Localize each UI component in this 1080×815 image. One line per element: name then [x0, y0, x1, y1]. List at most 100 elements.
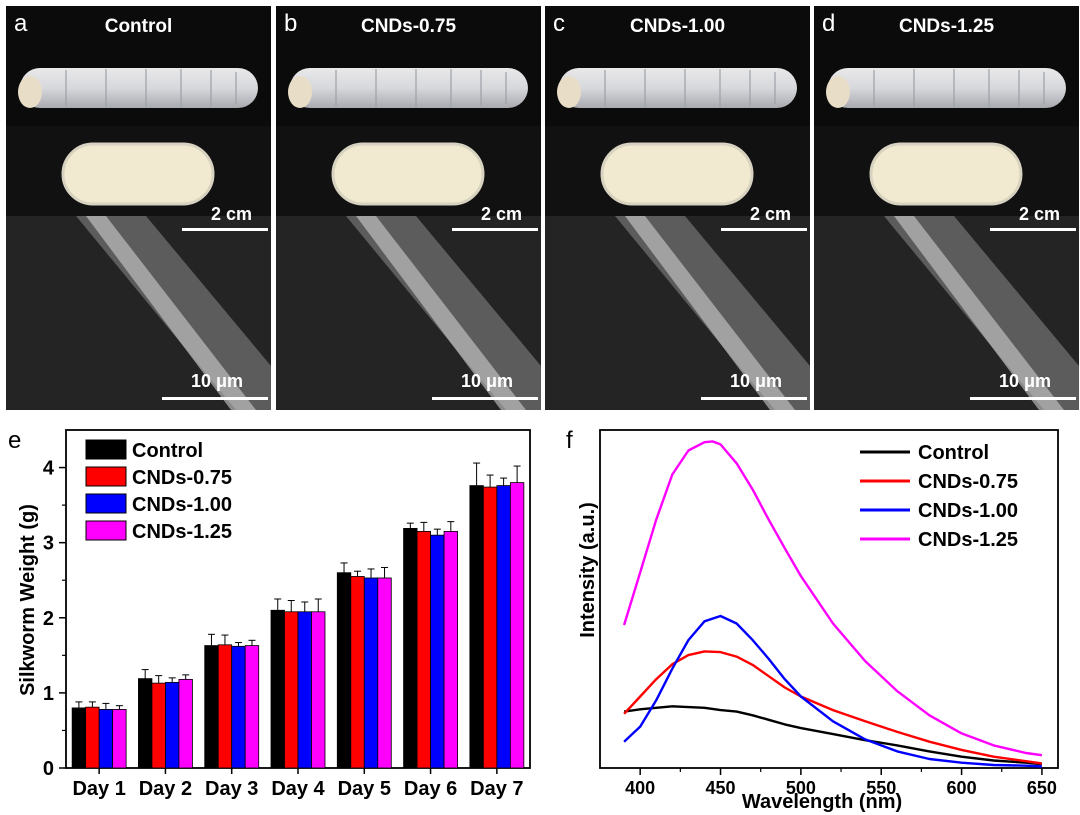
line-legend-label: CNDs-1.25 [918, 529, 1018, 551]
scale-bar-um [162, 397, 268, 400]
bar-legend-swatch [85, 493, 127, 514]
bar [112, 709, 127, 769]
bar [151, 682, 166, 769]
bar-ytick-label: 4 [43, 458, 55, 480]
panel-letter: c [553, 10, 565, 37]
bar [178, 678, 193, 769]
line-xtick-label: 450 [706, 778, 736, 798]
line-chart-xlabel: Wavelength (nm) [742, 791, 902, 813]
bar-legend-label: CNDs-0.75 [132, 467, 232, 489]
cocoon-photo [814, 126, 1079, 216]
cocoon-photo [6, 126, 271, 216]
spectrum-line [623, 705, 1043, 766]
bar [217, 644, 233, 769]
panel-title: Control [104, 16, 173, 37]
sem-fiber-image [545, 216, 810, 410]
bar-xtick-label: Day 1 [72, 778, 125, 800]
bar [85, 706, 100, 769]
panel-letter: b [284, 10, 298, 37]
bar-ytick-label: 1 [43, 683, 54, 705]
panel-title: CNDs-0.75 [360, 16, 457, 37]
panel-title: CNDs-1.25 [898, 16, 995, 37]
scale-bar-cm [721, 228, 807, 231]
scale-label-um: 10 μm [730, 371, 783, 391]
bar [443, 531, 458, 769]
bar-ytick-label: 2 [43, 608, 54, 630]
bar [71, 707, 87, 769]
bar [284, 611, 299, 769]
bar [482, 486, 498, 769]
bar-legend-swatch [85, 520, 127, 541]
line-legend-label: CNDs-0.75 [918, 471, 1018, 493]
bar-xtick-label: Day 3 [205, 778, 258, 800]
bar [416, 531, 431, 769]
bar-legend-label: Control [132, 440, 203, 462]
bar [363, 577, 379, 769]
scale-bar-um [432, 397, 538, 400]
bar [469, 485, 484, 769]
bar [377, 577, 392, 769]
line-legend-label: CNDs-1.00 [918, 500, 1018, 522]
line-xtick-label: 550 [866, 778, 896, 798]
bar [270, 609, 285, 769]
bar-legend-swatch [85, 439, 127, 460]
bar [204, 645, 219, 769]
scale-bar-cm [990, 228, 1076, 231]
panel-title: CNDs-1.00 [629, 16, 726, 37]
bar [403, 527, 418, 769]
bar [350, 576, 365, 769]
cocoon-photo [545, 126, 810, 216]
panel-a: a Control 2 cm 10 μm [6, 6, 271, 410]
line-xtick-label: 600 [947, 778, 977, 798]
bar-xtick-label: Day 6 [404, 778, 457, 800]
scale-label-cm: 2 cm [1019, 204, 1061, 224]
line-xtick-label: 400 [625, 778, 655, 798]
scale-label-um: 10 μm [461, 371, 514, 391]
bar [231, 645, 246, 769]
bar [496, 485, 511, 769]
bar [297, 611, 312, 769]
panel-f-letter: f [566, 427, 573, 454]
bar [165, 681, 180, 769]
panel-letter: d [822, 10, 836, 37]
scale-bar-cm [182, 228, 268, 231]
silkworm-photo [276, 6, 541, 126]
scale-label-cm: 2 cm [481, 204, 523, 224]
scale-bar-cm [452, 228, 538, 231]
line-xtick-label: 500 [786, 778, 816, 798]
bar [98, 709, 114, 769]
silkworm-photo [814, 6, 1079, 126]
panel-d: d CNDs-1.25 2 cm 10 μm [814, 6, 1079, 410]
silkworm-photo [545, 6, 810, 126]
spectrum-line [623, 614, 1042, 768]
bar-legend-swatch [85, 466, 127, 487]
bar [336, 572, 352, 769]
bar [311, 611, 326, 769]
line-legend-label: Control [918, 442, 989, 464]
panel-letter: a [14, 10, 28, 37]
bar-xtick-label: Day 5 [338, 778, 391, 800]
bar-legend-label: CNDs-1.00 [132, 494, 232, 516]
bar-xtick-label: Day 4 [271, 778, 325, 800]
bar-chart-ylabel: Silkworm Weight (g) [17, 504, 39, 696]
silkworm-photo [6, 6, 271, 126]
scale-label-um: 10 μm [999, 371, 1052, 391]
scale-label-cm: 2 cm [750, 204, 792, 224]
scale-bar-um [970, 397, 1076, 400]
bar [509, 482, 525, 769]
bar [244, 645, 260, 769]
line-xtick-label: 650 [1027, 778, 1057, 798]
bar-xtick-label: Day 2 [139, 778, 192, 800]
bar [138, 678, 153, 769]
bar-ytick-label: 0 [43, 758, 54, 780]
cocoon-photo [276, 126, 541, 216]
line-chart-ylabel: Intensity (a.u.) [577, 502, 599, 638]
line-chart-frame [599, 429, 1059, 769]
panel-e-letter: e [8, 427, 21, 454]
sem-fiber-image [814, 216, 1079, 410]
spectrum-line [622, 440, 1043, 757]
bar [430, 534, 445, 769]
scale-label-um: 10 μm [191, 371, 244, 391]
scale-bar-um [701, 397, 807, 400]
